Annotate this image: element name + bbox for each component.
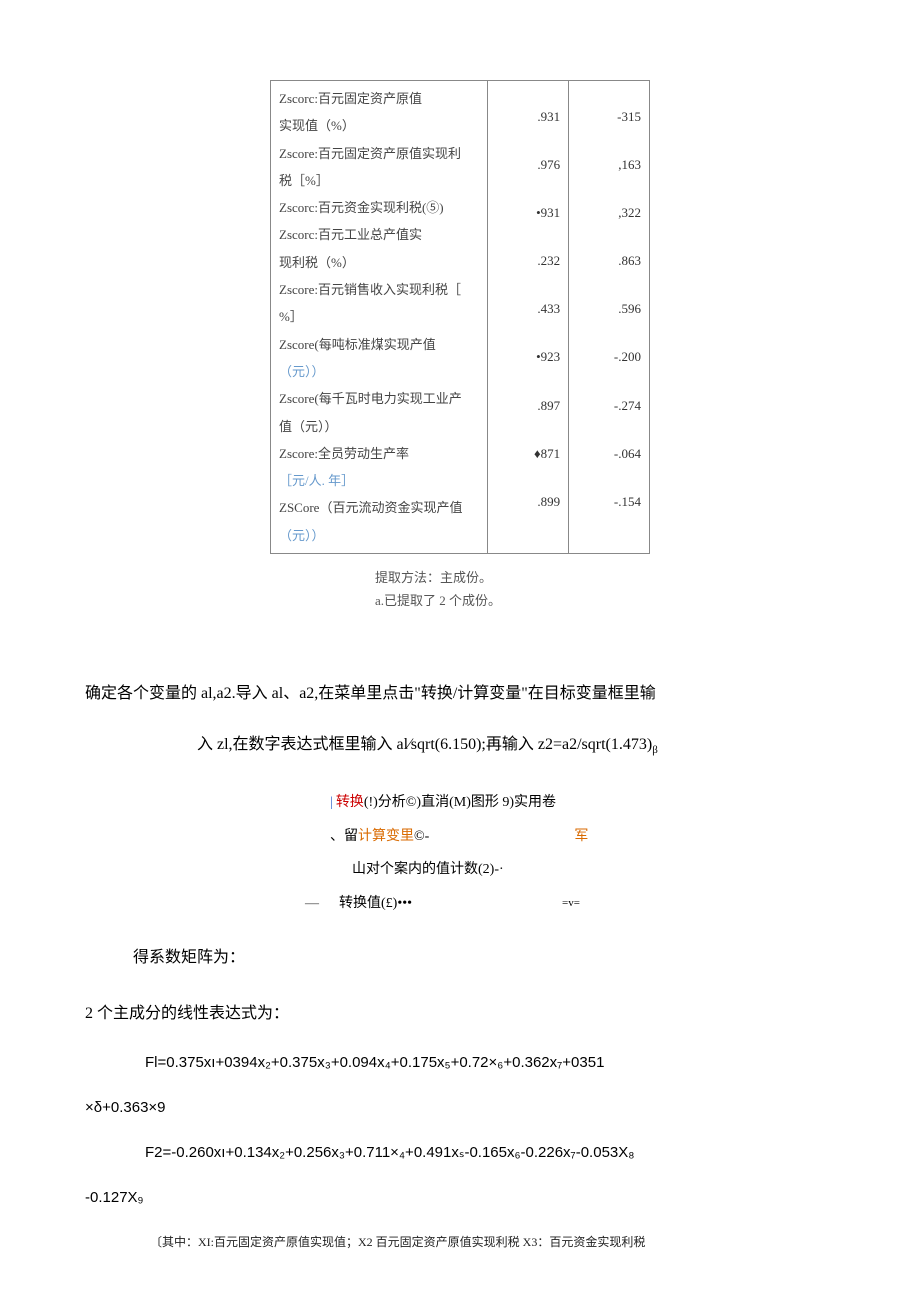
- value: .433: [496, 285, 560, 333]
- formula-f2: F2=-0.260xı+0.134x₂+0.256x₃+0.711×₄+0.49…: [145, 1136, 835, 1169]
- menu-text-orange: 计算变里: [358, 829, 414, 844]
- variable-label: （元））: [279, 522, 479, 549]
- variable-label: Zscore:百元固定资产原值实现利: [279, 140, 479, 167]
- variable-label: Zscore:百元销售收入实现利税［: [279, 276, 479, 303]
- variable-label: 税［%］: [279, 167, 479, 194]
- variable-label: （元））: [279, 358, 479, 385]
- value: -.154: [577, 478, 641, 526]
- variable-label: ZSCore（百元流动资金实现产值: [279, 494, 479, 521]
- linear-expression-heading: 2 个主成分的线性表达式为：: [85, 996, 835, 1031]
- value: .863: [577, 237, 641, 285]
- matrix-heading: 得系数矩阵为：: [133, 940, 835, 975]
- variable-label: 现利税（%）: [279, 249, 479, 276]
- note-extraction-method: 提取方法：主成份。: [375, 566, 835, 589]
- table-notes: 提取方法：主成份。 a.已提取了 2 个成份。: [375, 566, 835, 613]
- value: •923: [496, 333, 560, 381]
- menu-text: (!)分析©)直消(M)图形 9)实用卷: [364, 795, 556, 810]
- formula-f1-continuation: ×δ+0.363×9: [85, 1091, 835, 1124]
- paragraph-input-expression: 入 zl,在数字表达式框里输入 al⁄sqrt(6.150);再输入 z2=a2…: [85, 724, 835, 766]
- menu-prefix: 、留: [330, 829, 358, 844]
- menu-text: 山对个案内的值计数(2)-·: [352, 853, 504, 887]
- menu-line-1: |转换(!)分析©)直消(M)图形 9)实用卷: [330, 786, 835, 820]
- beta-subscript: β: [652, 745, 658, 757]
- value: ,322: [577, 189, 641, 237]
- formula-f2-continuation: -0.127X₉: [85, 1181, 835, 1214]
- paragraph-determine-variables: 确定各个变量的 al,a2.导入 al、a2,在菜单里点击"转换/计算变量"在目…: [85, 673, 835, 715]
- variable-footnote: 〔其中：XI:百元固定资产原值实现值；X2 百元固定资产原值实现利税 X3：百元…: [150, 1232, 835, 1254]
- component-matrix-table: Zscorc:百元固定资产原值 实现值（%） Zscore:百元固定资产原值实现…: [270, 80, 650, 554]
- formula-f1: Fl=0.375xı+0394x₂+0.375x₃+0.094x₄+0.175x…: [145, 1046, 835, 1079]
- value: -.064: [577, 430, 641, 478]
- variable-label: 实现值（%）: [279, 112, 479, 139]
- value: -.200: [577, 333, 641, 381]
- value: ♦871: [496, 430, 560, 478]
- component1-cell: .931 .976 •931 .232 .433 •923 .897 ♦871 …: [488, 81, 569, 554]
- dash-icon: —: [305, 887, 319, 921]
- component2-cell: -315 ,163 ,322 .863 .596 -.200 -.274 -.0…: [569, 81, 650, 554]
- value: .931: [496, 93, 560, 141]
- value: .897: [496, 382, 560, 430]
- variable-label: 值（元））: [279, 413, 479, 440]
- menu-text-red: 转换: [336, 795, 364, 810]
- variable-label: Zscorc:百元工业总产值实: [279, 221, 479, 248]
- menu-line-3: 山对个案内的值计数(2)-·: [330, 853, 835, 887]
- menu-right-char: 军: [574, 820, 588, 854]
- menu-line-2: 、留计算变里©- 军: [330, 820, 835, 854]
- data-table-container: Zscorc:百元固定资产原值 实现值（%） Zscore:百元固定资产原值实现…: [85, 80, 835, 554]
- variable-label: Zscorc:百元资金实现利税(⑤): [279, 194, 479, 221]
- expression-text: 入 zl,在数字表达式框里输入 al⁄sqrt(6.150);再输入 z2=a2…: [197, 736, 652, 753]
- menu-line-4: — 转换值(£)••• =v=: [330, 887, 835, 921]
- menu-text: 转换值(£)•••: [339, 887, 412, 921]
- value: .976: [496, 141, 560, 189]
- table-row: Zscorc:百元固定资产原值 实现值（%） Zscore:百元固定资产原值实现…: [271, 81, 650, 554]
- variable-label: Zscore:全员劳动生产率: [279, 440, 479, 467]
- menu-right-text: =v=: [562, 890, 580, 916]
- variable-label: ［元/人. 年］: [279, 467, 479, 494]
- note-components-extracted: a.已提取了 2 个成份。: [375, 589, 835, 612]
- value: -315: [577, 93, 641, 141]
- value: .232: [496, 237, 560, 285]
- menu-suffix: ©-: [414, 829, 429, 844]
- variable-label: Zscore(每吨标准煤实现产值: [279, 331, 479, 358]
- value: -.274: [577, 382, 641, 430]
- value: ,163: [577, 141, 641, 189]
- variable-label: %］: [279, 303, 479, 330]
- value: •931: [496, 189, 560, 237]
- bar-icon: |: [330, 795, 333, 810]
- value: .899: [496, 478, 560, 526]
- value: .596: [577, 285, 641, 333]
- variable-labels-cell: Zscorc:百元固定资产原值 实现值（%） Zscore:百元固定资产原值实现…: [271, 81, 488, 554]
- spss-menu-block: |转换(!)分析©)直消(M)图形 9)实用卷 、留计算变里©- 军 山对个案内…: [330, 786, 835, 920]
- variable-label: Zscore(每千瓦时电力实现工业产: [279, 385, 479, 412]
- variable-label: Zscorc:百元固定资产原值: [279, 85, 479, 112]
